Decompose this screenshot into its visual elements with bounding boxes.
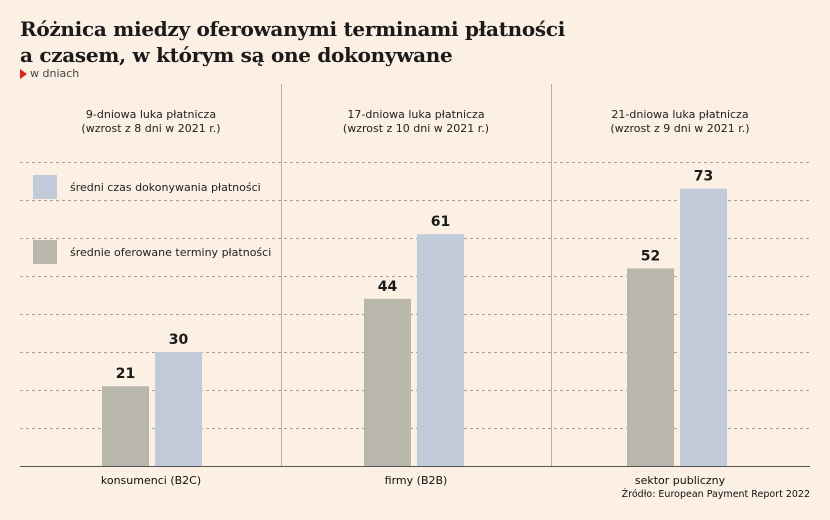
bar-actual-1	[417, 234, 464, 466]
bar-offered-1	[364, 298, 411, 466]
data-label-actual-0: 30	[169, 332, 189, 348]
unit-label: w dniach	[30, 67, 80, 80]
legend-swatch-1	[33, 240, 57, 264]
bar-actual-0	[155, 352, 202, 466]
category-label-1: firmy (B2B)	[385, 474, 448, 487]
legend-swatch-0	[33, 175, 57, 199]
data-label-actual-2: 73	[694, 169, 713, 185]
data-label-offered-2: 52	[641, 248, 660, 264]
gap-note-line1-2: 21-dniowa luka płatnicza	[611, 108, 748, 121]
category-label-2: sektor publiczny	[635, 474, 726, 487]
gap-note-line2-0: (wzrost z 8 dni w 2021 r.)	[81, 122, 220, 135]
legend-label-1: średnie oferowane terminy płatności	[70, 246, 271, 259]
triangle-marker-icon	[20, 68, 27, 79]
bar-offered-0	[102, 386, 149, 466]
chart-title: Różnica miedzy oferowanymi terminami pła…	[20, 16, 640, 68]
gap-note-line2-2: (wzrost z 9 dni w 2021 r.)	[610, 122, 749, 135]
data-label-offered-1: 44	[378, 279, 398, 295]
gap-note-line2-1: (wzrost z 10 dni w 2021 r.)	[343, 122, 489, 135]
gap-note-line1-0: 9-dniowa luka płatnicza	[86, 108, 216, 121]
category-label-0: konsumenci (B2C)	[101, 474, 201, 487]
bar-actual-2	[680, 188, 727, 466]
legend-label-0: średni czas dokonywania płatności	[70, 181, 261, 194]
gap-note-line1-1: 17-dniowa luka płatnicza	[347, 108, 484, 121]
bar-offered-2	[627, 268, 674, 466]
chart-subtitle: w dniach	[20, 67, 79, 80]
chart-title-line-2: a czasem, w którym są one dokonywane	[20, 43, 453, 67]
data-label-actual-1: 61	[431, 214, 450, 230]
chart-title-line-1: Różnica miedzy oferowanymi terminami pła…	[20, 17, 566, 41]
data-label-offered-0: 21	[116, 366, 135, 382]
source-note: Źródło: European Payment Report 2022	[621, 489, 810, 500]
